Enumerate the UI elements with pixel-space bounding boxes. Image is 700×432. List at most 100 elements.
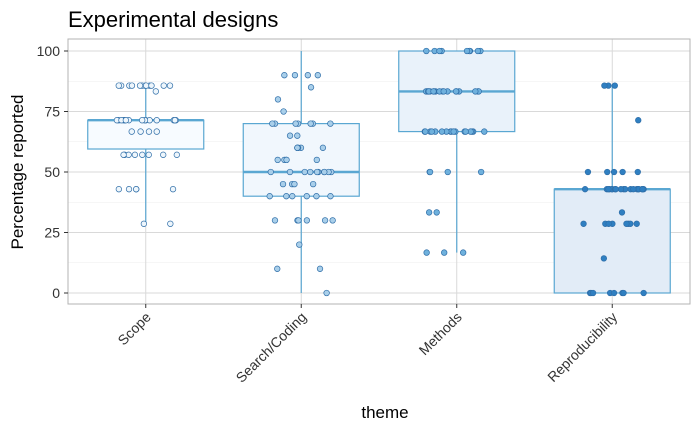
data-point — [433, 209, 440, 216]
data-point — [618, 209, 626, 216]
data-point — [274, 156, 281, 164]
data-point — [289, 193, 296, 200]
data-point — [152, 88, 159, 95]
data-point — [423, 249, 430, 256]
data-point — [440, 88, 447, 95]
y-axis-title: Percentage reported — [8, 95, 27, 250]
data-point — [283, 156, 290, 164]
chart-title: Experimental designs — [68, 7, 278, 32]
data-point — [145, 151, 152, 158]
data-point — [620, 289, 627, 297]
data-point — [450, 128, 457, 135]
data-point — [634, 168, 641, 176]
data-point — [460, 249, 467, 256]
data-point — [327, 193, 334, 200]
data-point — [280, 108, 287, 115]
data-point — [171, 117, 179, 124]
data-point — [133, 186, 140, 193]
data-point — [291, 180, 298, 188]
data-point — [436, 47, 443, 55]
data-point — [580, 220, 587, 227]
data-point — [274, 265, 281, 272]
box-body — [242, 122, 360, 197]
data-point — [428, 128, 435, 135]
y-tick-label: 50 — [44, 164, 60, 180]
data-point — [301, 168, 308, 176]
data-point — [139, 151, 146, 158]
data-point — [313, 168, 321, 176]
data-point — [128, 82, 136, 89]
data-point — [623, 220, 630, 227]
data-point — [137, 128, 144, 135]
data-point — [303, 217, 310, 224]
data-point — [153, 117, 160, 124]
data-point — [169, 186, 177, 193]
data-point — [612, 186, 619, 193]
data-point — [283, 193, 290, 200]
data-point — [286, 132, 294, 139]
data-point — [477, 168, 485, 176]
data-point — [167, 220, 174, 227]
data-point — [321, 217, 329, 224]
data-point — [295, 217, 302, 224]
data-point — [122, 117, 130, 124]
data-point — [313, 156, 320, 164]
y-tick-label: 25 — [44, 225, 60, 241]
data-point — [633, 220, 640, 227]
data-point — [617, 186, 625, 193]
data-point — [281, 72, 288, 79]
data-point — [266, 193, 273, 200]
y-axis-ticks: 0 25 50 75 100 — [37, 43, 68, 301]
data-point — [463, 47, 471, 55]
data-point — [423, 47, 430, 55]
data-point — [441, 249, 448, 256]
data-point — [581, 186, 589, 193]
data-point — [166, 82, 174, 89]
data-point — [128, 128, 135, 135]
data-point — [422, 128, 429, 135]
data-point — [630, 186, 637, 193]
data-point — [321, 168, 328, 176]
data-point — [635, 117, 642, 124]
data-point — [474, 47, 482, 55]
data-point — [136, 82, 144, 89]
data-point — [145, 128, 153, 135]
x-axis-title: theme — [361, 403, 408, 422]
data-point — [148, 82, 155, 89]
data-point — [309, 180, 317, 188]
x-tick-label: Reproducibility — [544, 309, 620, 385]
data-point — [291, 72, 299, 79]
points — [113, 47, 647, 297]
data-point — [619, 168, 626, 176]
data-point — [120, 151, 127, 158]
data-point — [160, 82, 167, 89]
data-point — [173, 151, 180, 158]
data-point — [589, 289, 597, 297]
data-point — [269, 120, 276, 127]
data-point — [140, 220, 148, 227]
data-point — [139, 117, 146, 124]
data-point — [611, 82, 618, 89]
data-point — [639, 186, 646, 193]
data-point — [292, 120, 299, 127]
data-point — [279, 180, 287, 188]
data-point — [160, 151, 167, 158]
y-tick-label: 100 — [37, 43, 61, 59]
data-point — [115, 82, 122, 89]
data-point — [314, 72, 321, 79]
x-axis-ticks: Scope Search/Coding Methods Reproducibility — [114, 304, 620, 386]
data-point — [286, 168, 294, 176]
box-body — [553, 188, 671, 294]
x-tick-label: Scope — [114, 309, 154, 349]
data-point — [584, 168, 592, 176]
data-point — [274, 96, 282, 103]
data-point — [271, 217, 279, 224]
data-point — [307, 120, 314, 127]
data-point — [426, 168, 434, 176]
data-point — [481, 128, 488, 135]
data-point — [640, 289, 647, 297]
data-point — [304, 72, 311, 79]
data-point — [313, 193, 320, 200]
y-tick-label: 75 — [44, 104, 60, 120]
